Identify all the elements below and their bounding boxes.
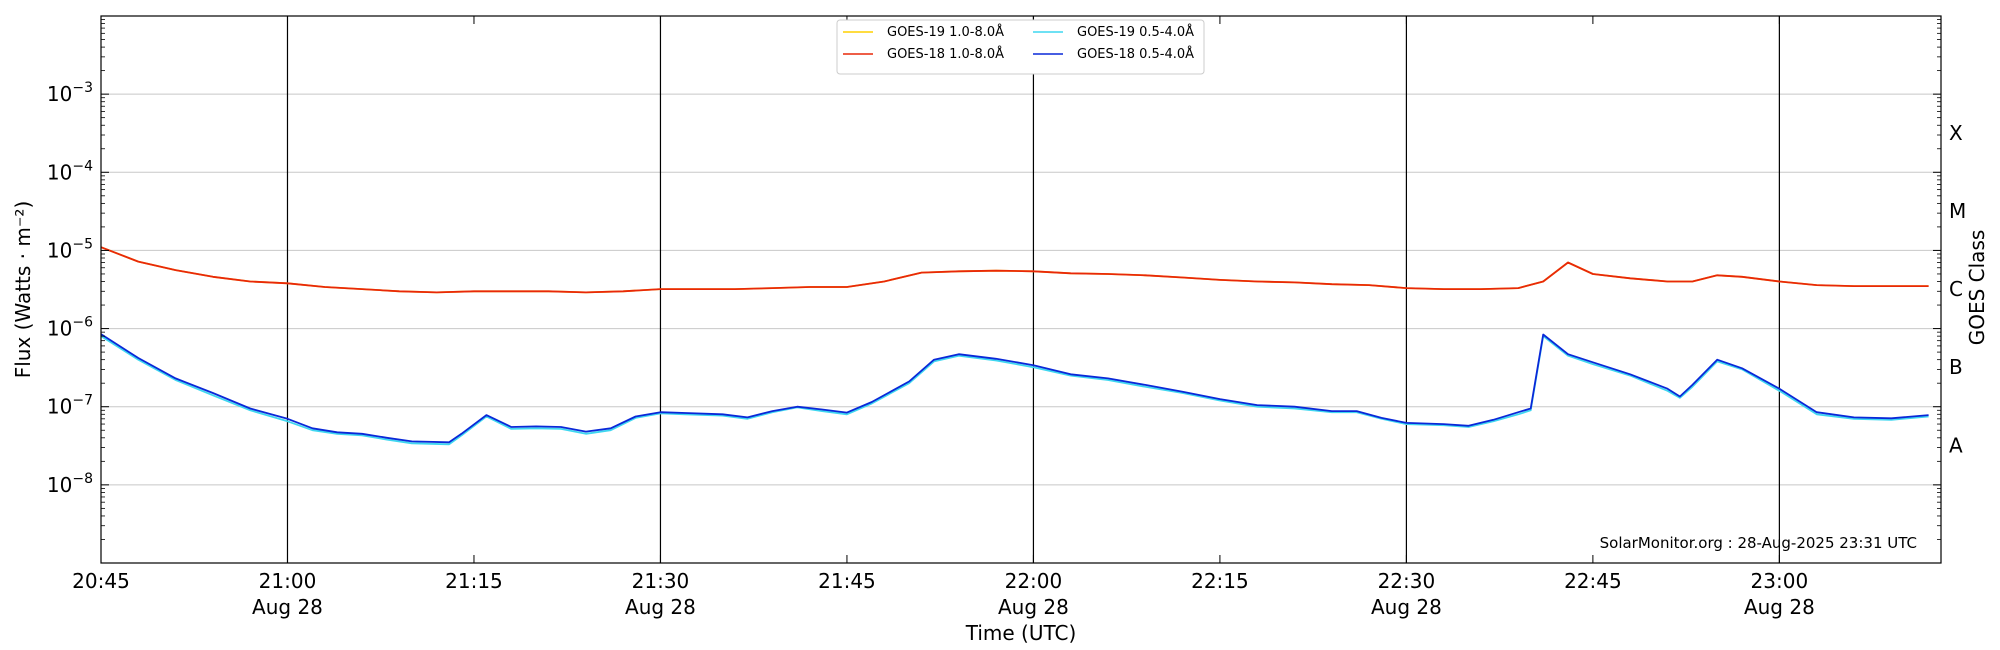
credit-text: SolarMonitor.org : 28-Aug-2025 23:31 UTC	[1600, 534, 1917, 552]
series-line-2	[100, 246, 1929, 294]
x-axis-label: Time (UTC)	[965, 621, 1077, 645]
legend-entry-label: GOES-18 1.0-8.0Å	[887, 46, 1004, 62]
series-line-3	[100, 335, 1929, 446]
x-tick-label: 22:15	[1191, 569, 1249, 593]
y-tick-exponent: −3	[72, 80, 93, 96]
x-tick-label: 22:45	[1564, 569, 1622, 593]
x-tick-date-label: Aug 28	[252, 595, 323, 619]
x-tick-label: 21:00	[259, 569, 317, 593]
y-tick-exponent: −4	[72, 158, 93, 174]
y-tick-exponent: −6	[72, 315, 93, 331]
x-tick-date-label: Aug 28	[625, 595, 696, 619]
x-tick-label: 22:30	[1378, 569, 1436, 593]
series-line-4	[100, 333, 1929, 444]
goes-class-m: M	[1949, 199, 1966, 223]
plot-frame	[100, 15, 1942, 564]
x-tick-label: 20:45	[72, 569, 130, 593]
y-axis-label: Flux (Watts · m⁻²)	[11, 201, 35, 379]
legend-entry-label: GOES-19 0.5-4.0Å	[1077, 24, 1194, 40]
goes-class-axis-label: GOES Class	[1965, 230, 1989, 346]
legend-entry-label: GOES-19 1.0-8.0Å	[887, 24, 1004, 40]
x-tick-date-label: Aug 28	[998, 595, 1069, 619]
y-tick-label: 10−5	[47, 236, 93, 262]
x-tick-label: 21:45	[818, 569, 876, 593]
x-tick-label: 22:00	[1005, 569, 1063, 593]
legend-box	[836, 19, 1205, 75]
legend-entry-label: GOES-18 0.5-4.0Å	[1077, 46, 1194, 62]
date-boundary-lines	[286, 16, 1780, 563]
goes-class-a: A	[1949, 433, 1963, 457]
y-tick-exponent: −7	[72, 393, 93, 409]
x-tick-label: 21:30	[632, 569, 690, 593]
goes-class-c: C	[1949, 277, 1963, 301]
x-tick-label: 23:00	[1751, 569, 1809, 593]
goes-class-b: B	[1949, 355, 1963, 379]
goes-class-labels: X M C B A	[1949, 121, 1966, 458]
y-tick-exponent: −5	[72, 236, 93, 252]
y-tick-exponent: −8	[72, 471, 93, 487]
x-tick-label: 21:15	[445, 569, 503, 593]
horizontal-grid	[101, 93, 1941, 486]
goes-class-x: X	[1949, 121, 1963, 145]
x-tick-date-label: Aug 28	[1371, 595, 1442, 619]
flux-series	[100, 246, 1929, 446]
legend: GOES-19 1.0-8.0Å GOES-19 0.5-4.0Å GOES-18 …	[836, 19, 1205, 75]
x-tick-date-label: Aug 28	[1744, 595, 1815, 619]
